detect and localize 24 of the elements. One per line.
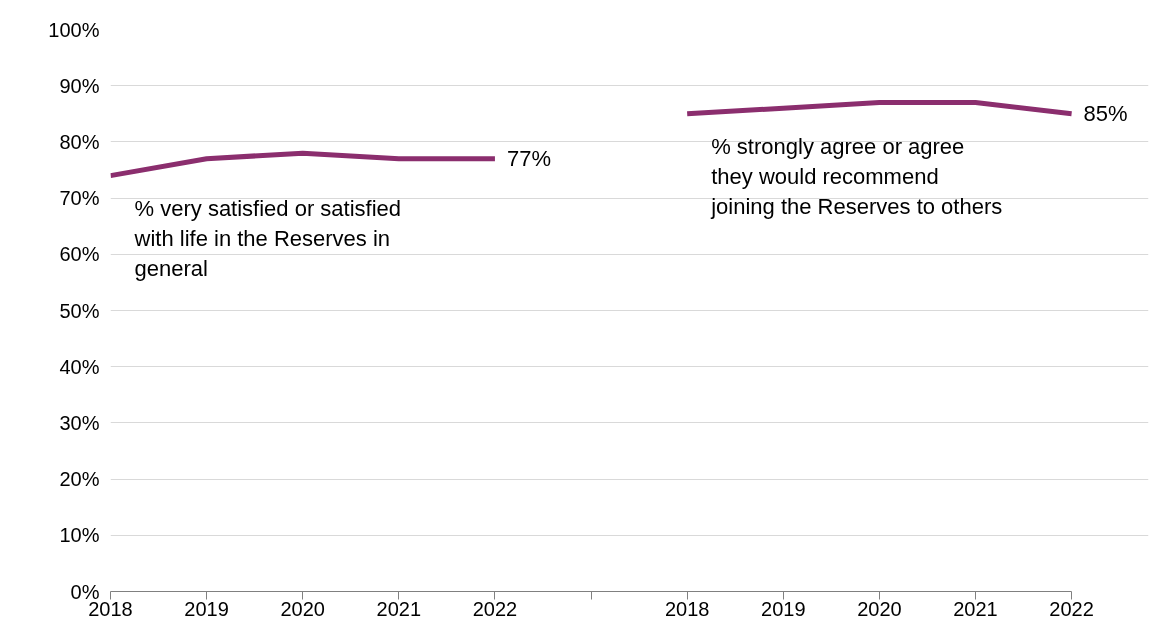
y-tick-label: 60% <box>59 243 100 266</box>
y-tick-label: 0% <box>70 580 100 603</box>
x-tick-label: 2022 <box>1049 597 1094 620</box>
y-tick-label: 80% <box>59 130 100 153</box>
y-tick-label: 20% <box>59 468 100 491</box>
x-tick-label: 2019 <box>184 597 229 620</box>
x-tick-label: 2022 <box>472 597 518 620</box>
x-tick-label: 2021 <box>376 597 422 620</box>
y-tick-label: 30% <box>59 411 100 434</box>
y-tick-label: 90% <box>59 74 100 97</box>
y-tick-label: 70% <box>59 187 100 210</box>
x-tick-label: 2021 <box>953 597 998 620</box>
y-tick-label: 10% <box>59 524 100 547</box>
y-tick-label: 40% <box>59 355 100 378</box>
x-tick-label: 2019 <box>761 597 806 620</box>
x-tick-label: 2018 <box>664 597 710 620</box>
series-label: % strongly agree or agree they would recommend joining the Reserves to others <box>710 133 1003 219</box>
series-label: % very satisfied or satisfied with life in the Reserves in general <box>133 195 402 281</box>
x-tick-label: 2020 <box>280 597 325 620</box>
y-tick-label: 50% <box>59 299 100 322</box>
x-tick-label: 2020 <box>857 597 902 620</box>
data-label: 77% <box>506 146 551 172</box>
data-label: 85% <box>1083 101 1128 127</box>
y-tick-label: 100% <box>48 18 100 41</box>
